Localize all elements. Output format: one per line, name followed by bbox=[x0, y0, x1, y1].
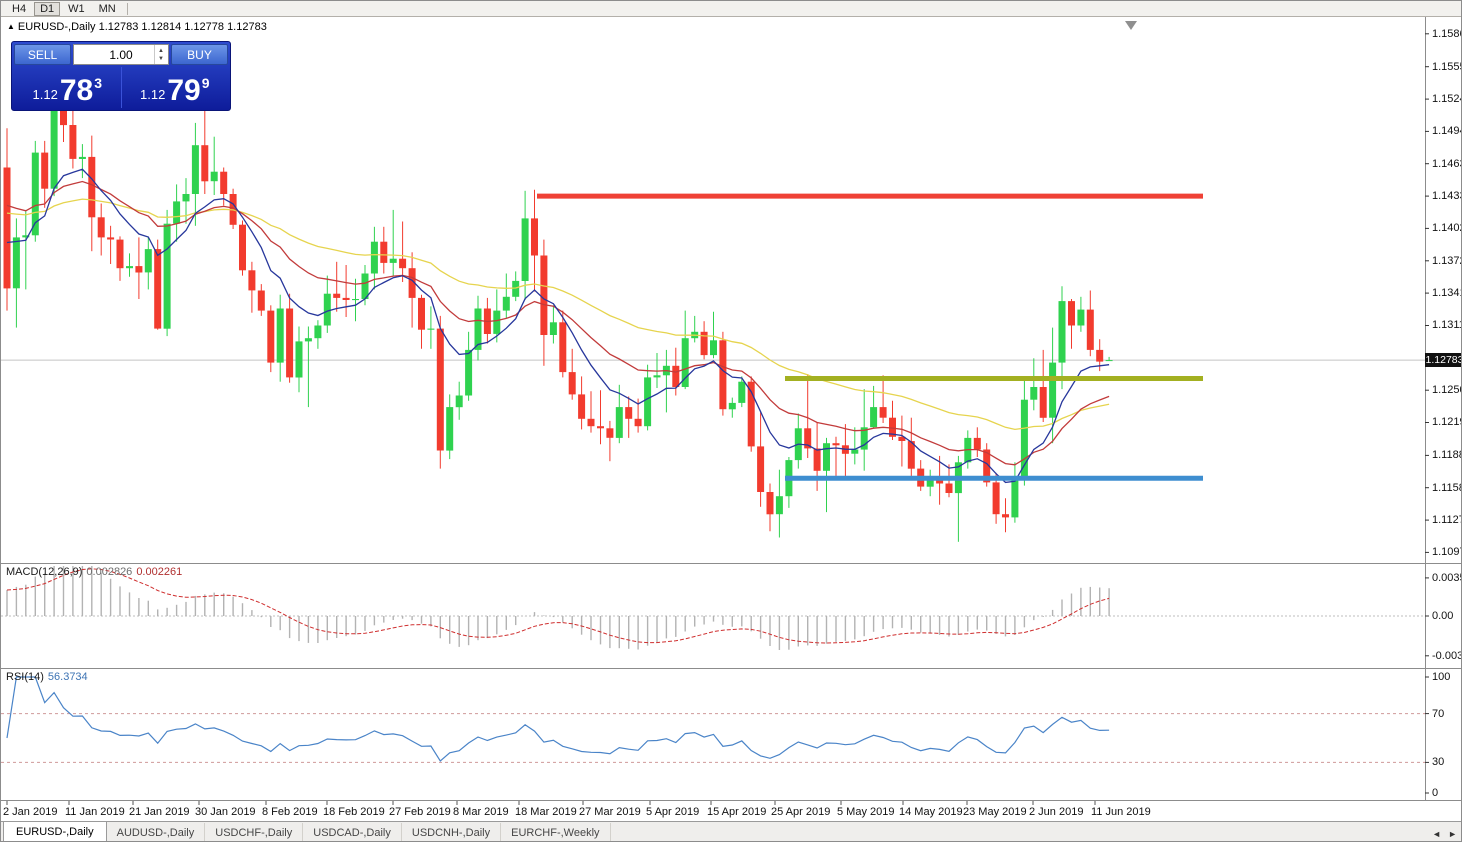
price-axis-tick: 1.11885 bbox=[1432, 449, 1461, 461]
chart-tabs: EURUSD-,Daily AUDUSD-,Daily USDCHF-,Daily U… bbox=[3, 821, 611, 841]
timeframe-w1-button[interactable]: W1 bbox=[62, 2, 91, 16]
volume-value: 1.00 bbox=[109, 47, 133, 62]
price-axis-tick: 1.13415 bbox=[1432, 287, 1461, 299]
ma-mid-line bbox=[6, 180, 1110, 466]
volume-spinner: ▲ ▼ bbox=[154, 45, 167, 64]
sell-price-big: 78 bbox=[59, 74, 94, 107]
rsi-value: 56.3734 bbox=[47, 671, 88, 683]
macd-axis-tick: -0.00367 bbox=[1432, 650, 1462, 662]
price-axis-tick: 1.13110 bbox=[1432, 319, 1461, 331]
timeframe-mn-button[interactable]: MN bbox=[93, 2, 122, 16]
rsi-axis-tick: 70 bbox=[1432, 708, 1445, 720]
rsi-axis-tick: 30 bbox=[1432, 756, 1445, 768]
timeframe-h4-button[interactable]: H4 bbox=[6, 2, 32, 16]
date-axis-label: 5 May 2019 bbox=[837, 806, 895, 818]
rsi-label: RSI(14) bbox=[6, 671, 44, 683]
chart-marker-icon: ▲ bbox=[7, 22, 15, 31]
macd-label: MACD(12,26,9) bbox=[6, 566, 83, 578]
ma-slow-line bbox=[6, 198, 1110, 431]
timeframe-toolbar: H4 D1 W1 MN bbox=[1, 1, 1461, 17]
price-axis-tick: 1.14940 bbox=[1432, 125, 1461, 137]
date-axis-label: 27 Feb 2019 bbox=[389, 806, 451, 818]
chart-tab-usdcnh-daily[interactable]: USDCNH-,Daily bbox=[402, 823, 502, 841]
volume-up-icon[interactable]: ▲ bbox=[158, 47, 164, 54]
rsi-title: RSI(14) 56.3734 bbox=[6, 671, 88, 683]
date-axis-label: 11 Jan 2019 bbox=[65, 806, 125, 818]
candles bbox=[3, 48, 1113, 542]
date-axis-label: 11 Jun 2019 bbox=[1091, 806, 1151, 818]
ma-fast-line bbox=[6, 168, 1110, 484]
current-price-tag: 1.12783 bbox=[1425, 353, 1462, 367]
price-axis-tick: 1.11275 bbox=[1432, 514, 1461, 526]
volume-field[interactable]: 1.00 ▲ ▼ bbox=[73, 44, 169, 65]
timeframe-buttons: H4 D1 W1 MN bbox=[6, 1, 122, 16]
date-axis-label: 2 Jun 2019 bbox=[1029, 806, 1084, 818]
price-axis-tick: 1.10970 bbox=[1432, 546, 1461, 558]
price-axis-tick: 1.12500 bbox=[1432, 384, 1461, 396]
macd-title: MACD(12,26,9) 0.002826 0.002261 bbox=[6, 566, 182, 578]
date-axis-label: 25 Apr 2019 bbox=[771, 806, 831, 818]
timeframe-d1-button[interactable]: D1 bbox=[34, 1, 61, 16]
tab-scroll-right-button[interactable]: ► bbox=[1448, 829, 1457, 839]
chart-tabbar: EURUSD-,Daily AUDUSD-,Daily USDCHF-,Daily U… bbox=[1, 821, 1461, 841]
price-axis-tick: 1.14025 bbox=[1432, 222, 1461, 234]
price-axis-tick: 1.15245 bbox=[1432, 93, 1461, 105]
date-axis-label: 23 May 2019 bbox=[963, 806, 1027, 818]
date-axis-label: 5 Apr 2019 bbox=[646, 806, 700, 818]
toolbar-separator bbox=[126, 2, 128, 15]
price-axis-tick: 1.13720 bbox=[1432, 255, 1461, 267]
price-axis-tick: 1.15550 bbox=[1432, 61, 1461, 73]
tab-scroll-left-button[interactable]: ◄ bbox=[1432, 829, 1442, 839]
sell-price[interactable]: 1.12 78 3 bbox=[14, 67, 121, 108]
price-axis-tick: 1.15860 bbox=[1432, 28, 1461, 40]
chart-tab-eurusd-daily[interactable]: EURUSD-,Daily bbox=[3, 821, 107, 841]
date-axis-label: 8 Feb 2019 bbox=[262, 806, 318, 818]
buy-button[interactable]: BUY bbox=[171, 44, 228, 65]
chart-tab-audusd-daily[interactable]: AUDUSD-,Daily bbox=[107, 823, 206, 841]
macd-axis-tick: 0.003518 bbox=[1432, 572, 1461, 584]
date-axis-label: 30 Jan 2019 bbox=[195, 806, 256, 818]
chart-title: ▲ EURUSD-,Daily 1.12783 1.12814 1.12778 1… bbox=[7, 21, 267, 33]
rsi-axis-tick: 0 bbox=[1432, 787, 1439, 799]
macd-main-value: 0.002826 bbox=[86, 566, 133, 578]
macd-axis-tick: 0.00 bbox=[1432, 610, 1454, 622]
price-axis-tick: 1.14330 bbox=[1432, 190, 1461, 202]
macd-signal-line bbox=[6, 568, 1110, 644]
sell-price-pip: 3 bbox=[94, 75, 102, 91]
rsi-axis-tick: 100 bbox=[1432, 671, 1451, 683]
date-axis-label: 27 Mar 2019 bbox=[579, 806, 641, 818]
sell-button[interactable]: SELL bbox=[14, 44, 71, 65]
date-axis-label: 18 Feb 2019 bbox=[323, 806, 385, 818]
buy-price[interactable]: 1.12 79 9 bbox=[120, 67, 229, 108]
chart-canvas[interactable] bbox=[1, 1, 1462, 821]
chart-tab-usdchf-daily[interactable]: USDCHF-,Daily bbox=[205, 823, 304, 841]
chart-shift-marker-icon[interactable] bbox=[1125, 21, 1137, 30]
chart-ohlc-values: 1.12783 1.12814 1.12778 1.12783 bbox=[98, 21, 267, 33]
buy-price-prefix: 1.12 bbox=[140, 87, 166, 102]
volume-down-icon[interactable]: ▼ bbox=[158, 55, 164, 62]
date-axis-label: 14 May 2019 bbox=[899, 806, 963, 818]
date-axis-label: 2 Jan 2019 bbox=[3, 806, 58, 818]
chart-symbol-period: EURUSD-,Daily bbox=[17, 21, 96, 33]
price-axis-tick: 1.12195 bbox=[1432, 416, 1461, 428]
one-click-trading-panel: SELL 1.00 ▲ ▼ BUY 1.12 78 3 1.12 79 9 bbox=[11, 41, 231, 111]
price-axis-tick: 1.14635 bbox=[1432, 158, 1461, 170]
chart-tab-eurchf-weekly[interactable]: EURCHF-,Weekly bbox=[501, 823, 611, 841]
chart-tab-usdcad-daily[interactable]: USDCAD-,Daily bbox=[303, 823, 402, 841]
date-axis-label: 15 Apr 2019 bbox=[707, 806, 767, 818]
tab-scroll-arrows: ◄ ► bbox=[1432, 829, 1457, 839]
date-axis-label: 8 Mar 2019 bbox=[453, 806, 509, 818]
date-axis-label: 18 Mar 2019 bbox=[515, 806, 577, 818]
price-axis-tick: 1.11580 bbox=[1432, 482, 1461, 494]
rsi-line bbox=[6, 676, 1110, 762]
sell-price-prefix: 1.12 bbox=[32, 87, 58, 102]
macd-signal-value: 0.002261 bbox=[136, 566, 183, 578]
buy-price-big: 79 bbox=[167, 74, 201, 107]
buy-price-pip: 9 bbox=[201, 75, 210, 91]
macd-histogram bbox=[6, 566, 1110, 650]
date-axis-label: 21 Jan 2019 bbox=[129, 806, 190, 818]
